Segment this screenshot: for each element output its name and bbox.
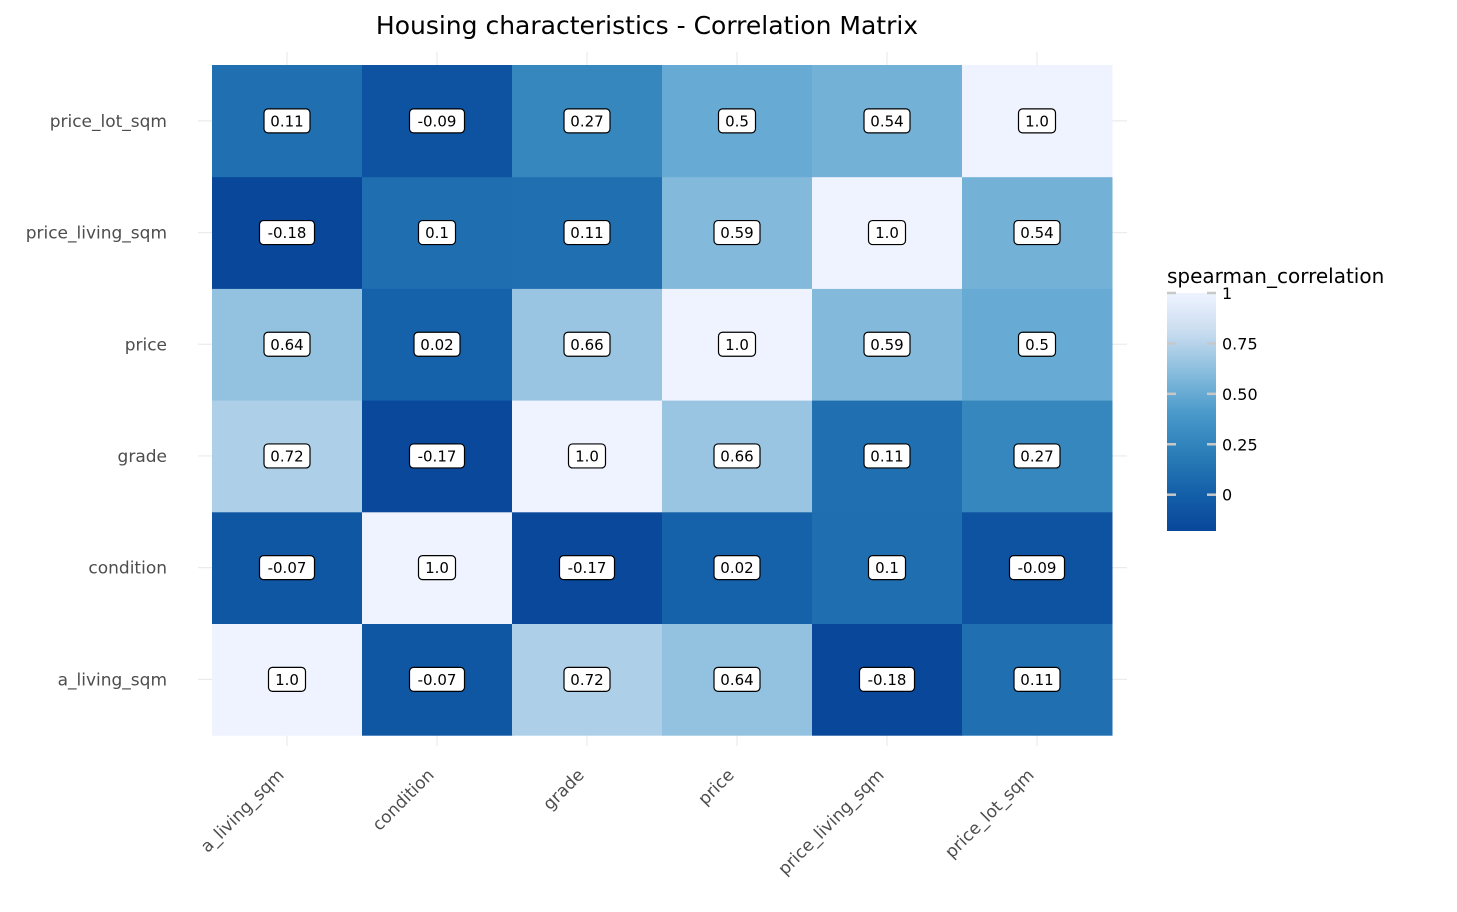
cell-label-box [1017,108,1057,134]
y-tick-label: condition [88,559,167,579]
cell-label: 0.11 [270,112,303,130]
cell-label: -0.18 [868,671,907,689]
cell-label: 1.0 [425,559,449,577]
cell-label-box [1013,443,1061,469]
cell-label: 0.59 [720,224,753,242]
cell-label-box [567,443,607,469]
cell-label: -0.09 [418,112,457,130]
cell-label: 0.72 [570,671,603,689]
y-tick-label: a_living_sqm [58,670,167,690]
cell-label-box [258,555,316,581]
cell-label-box [713,666,761,692]
legend-tick-label: 0.50 [1222,385,1258,404]
cell-label: -0.09 [1018,559,1057,577]
cell-label: 0.27 [570,112,603,130]
x-tick-label: price_living_sqm [774,765,888,879]
cell-label-box [258,219,316,246]
cell-label: 1.0 [575,447,599,465]
cell-label: 0.5 [1025,336,1049,354]
cell-label: -0.07 [418,671,457,689]
cell-label: 0.64 [720,671,753,689]
cell-label-box [263,443,311,469]
y-tick-label: price [125,335,167,355]
cell-label-box [717,108,757,134]
cell-label-box [417,219,457,246]
cell-label: 0.27 [1020,447,1053,465]
legend-title: spearman_correlation [1167,264,1384,288]
cell-label: -0.17 [568,559,607,577]
cell-label: 0.72 [270,447,303,465]
cell-label-box [863,443,911,469]
cell-label-box [563,331,611,357]
cell-labels: 1.0 -0.07 0.72 0.64 -0.18 0.11 -0.07 1.0 -0.17 0.… [258,108,1066,692]
y-tick-label: grade [118,447,167,467]
cell-label: -0.18 [268,224,307,242]
cell-label-box [867,219,907,246]
legend-tick-label: 0 [1222,486,1232,505]
cell-label-box [263,108,311,134]
x-tick-label: price_lot_sqm [941,765,1038,862]
cell-label-box [1013,666,1061,692]
chart-title: Housing characteristics - Correlation Ma… [376,11,918,40]
cell-label: 0.11 [570,224,603,242]
cell-label: 1.0 [875,224,899,242]
cell-label: 0.02 [720,559,753,577]
cell-label-box [717,331,757,357]
cell-label: -0.07 [268,559,307,577]
heatmap-cells [212,65,1113,736]
cell-label-box [563,219,611,246]
cell-label-box [1008,555,1066,581]
cell-label-box [408,666,466,692]
y-tick-label: price_living_sqm [26,224,167,244]
legend-tick-label: 0.25 [1222,435,1258,454]
cell-label: 0.59 [870,336,903,354]
cell-label: 1.0 [1025,112,1049,130]
cell-label: 0.5 [725,112,749,130]
cell-label: 0.11 [870,447,903,465]
cell-label-box [713,219,761,246]
cell-label: 0.1 [425,224,449,242]
cell-label: 1.0 [725,336,749,354]
cell-label-box [417,555,457,581]
cell-label-box [408,443,466,469]
legend-tick-label: 0.75 [1222,334,1258,353]
cell-label: 0.11 [1020,671,1053,689]
cell-label-box [413,331,461,357]
cell-label: 0.66 [570,336,603,354]
y-axis-tick-labels: a_living_sqm condition grade price price_liv… [26,112,167,690]
cell-label-box [558,555,616,581]
cell-label-box [867,555,907,581]
x-tick-label: a_living_sqm [197,765,289,857]
cell-label-box [267,666,307,692]
cell-label-box [863,108,911,134]
cell-label-box [408,108,466,134]
cell-label-box [713,443,761,469]
legend-tick-label: 1 [1222,284,1232,303]
cell-label: 0.54 [870,112,903,130]
cell-label: -0.17 [418,447,457,465]
color-legend: spearman_correlation 1 0.75 0.50 0.25 0 [1167,264,1384,531]
cell-label: 1.0 [275,671,299,689]
y-tick-label: price_lot_sqm [50,112,167,132]
cell-label: 0.1 [875,559,899,577]
cell-label: 0.54 [1020,224,1053,242]
x-tick-label: condition [369,765,439,835]
legend-colorbar [1167,293,1216,531]
x-axis-tick-labels: a_living_sqm condition grade price price_liv… [197,765,1039,879]
cell-label: 0.02 [420,336,453,354]
cell-label: 0.64 [270,336,303,354]
cell-label: 0.66 [720,447,753,465]
cell-label-box [1013,219,1061,246]
cell-label-box [863,331,911,357]
cell-label-box [1017,331,1057,357]
x-tick-label: price [694,765,738,809]
x-tick-label: grade [539,765,588,814]
cell-label-box [263,331,311,357]
cell-label-box [563,108,611,134]
cell-label-box [563,666,611,692]
cell-label-box [858,666,916,692]
cell-label-box [713,555,761,581]
